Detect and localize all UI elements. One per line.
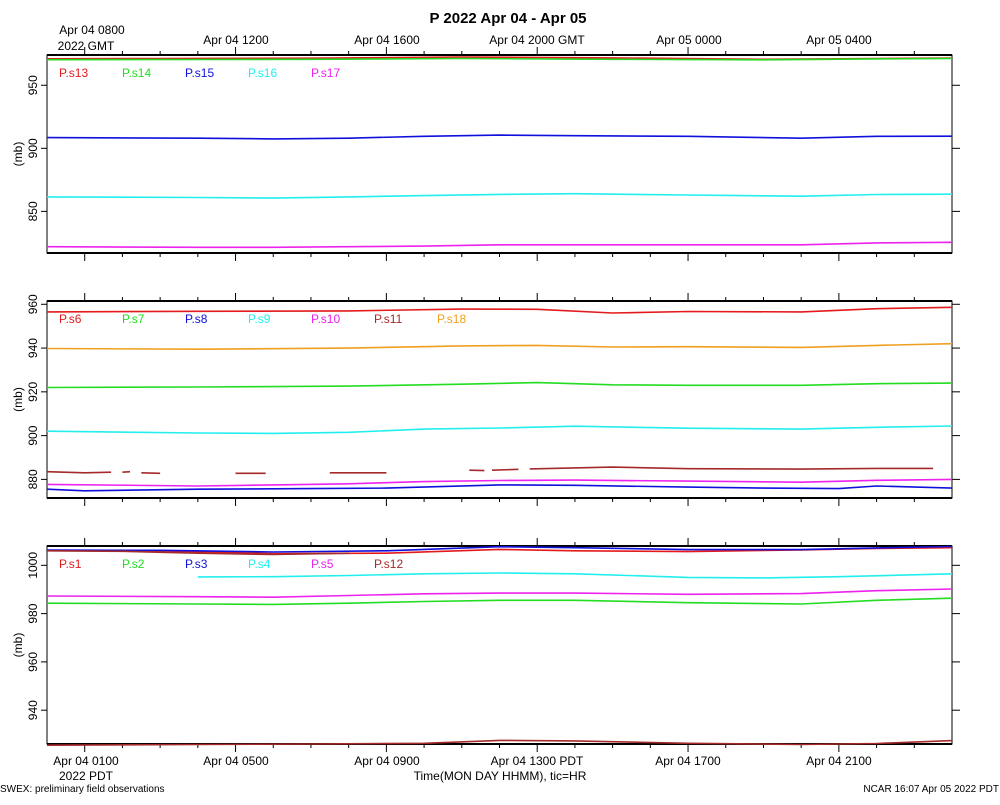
legend-item-p-s1: P.s1 — [59, 557, 82, 571]
legend-item-p-s18: P.s18 — [437, 312, 466, 326]
legend-item-p-s5: P.s5 — [311, 557, 334, 571]
y-tick-label: 940 — [26, 338, 40, 358]
y-axis-title: (mb) — [11, 387, 25, 412]
series-line-p-s11 — [141, 473, 160, 474]
x-axis-title: Time(MON DAY HHMM), tic=HR — [414, 769, 587, 783]
bottom-axis-label-2: Apr 04 0900 — [354, 754, 420, 768]
bottom-axis-label-5: Apr 04 2100 — [806, 754, 872, 768]
y-axis-title: (mb) — [11, 142, 25, 167]
legend-item-p-s6: P.s6 — [59, 312, 82, 326]
y-tick-label: 960 — [26, 294, 40, 314]
series-line-p-s11 — [122, 472, 130, 473]
bottom-axis-sublabel: 2022 PDT — [59, 769, 114, 783]
top-axis-label-0: Apr 04 0800 — [59, 23, 125, 37]
y-tick-label: 900 — [26, 425, 40, 445]
chart-title: P 2022 Apr 04 - Apr 05 — [429, 10, 586, 27]
top-axis-sublabel: 2022 GMT — [58, 39, 115, 53]
top-axis-label-2: Apr 04 1600 — [354, 33, 420, 47]
legend-item-p-s13: P.s13 — [59, 66, 88, 80]
legend-item-p-s11: P.s11 — [374, 312, 403, 326]
legend-item-p-s7: P.s7 — [122, 312, 145, 326]
y-tick-label: 1000 — [26, 552, 40, 579]
legend-item-p-s16: P.s16 — [248, 66, 277, 80]
y-tick-label: 880 — [26, 469, 40, 489]
top-axis-label-4: Apr 05 0000 — [656, 33, 722, 47]
y-axis-title: (mb) — [11, 633, 25, 658]
series-line-p-s11 — [47, 472, 111, 473]
y-tick-label: 900 — [26, 138, 40, 158]
y-tick-label: 980 — [26, 603, 40, 623]
top-axis-label-1: Apr 04 1200 — [203, 33, 269, 47]
legend-item-p-s2: P.s2 — [122, 557, 145, 571]
legend-item-p-s14: P.s14 — [122, 66, 151, 80]
legend-item-p-s17: P.s17 — [311, 66, 340, 80]
top-axis-label-3: Apr 04 2000 GMT — [489, 33, 585, 47]
legend-item-p-s8: P.s8 — [185, 312, 208, 326]
legend-item-p-s3: P.s3 — [185, 557, 208, 571]
top-axis-label-5: Apr 05 0400 — [806, 33, 872, 47]
bottom-axis-label-0: Apr 04 0100 — [53, 754, 119, 768]
bottom-axis-label-4: Apr 04 1700 — [655, 754, 721, 768]
legend-item-p-s12: P.s12 — [374, 557, 403, 571]
legend-item-p-s15: P.s15 — [185, 66, 214, 80]
y-tick-label: 920 — [26, 382, 40, 402]
legend-item-p-s4: P.s4 — [248, 557, 271, 571]
y-tick-label: 940 — [26, 700, 40, 720]
legend-item-p-s9: P.s9 — [248, 312, 271, 326]
footer-note: SWEX: preliminary field observations — [0, 784, 165, 795]
footer-timestamp: NCAR 16:07 Apr 05 2022 PDT — [863, 784, 999, 795]
bottom-axis-label-1: Apr 04 0500 — [203, 754, 269, 768]
legend-item-p-s10: P.s10 — [311, 312, 340, 326]
y-tick-label: 950 — [26, 75, 40, 95]
series-line-p-s11 — [492, 469, 518, 470]
y-tick-label: 960 — [26, 652, 40, 672]
bottom-axis-label-3: Apr 04 1300 PDT — [491, 754, 584, 768]
y-tick-label: 850 — [26, 201, 40, 221]
